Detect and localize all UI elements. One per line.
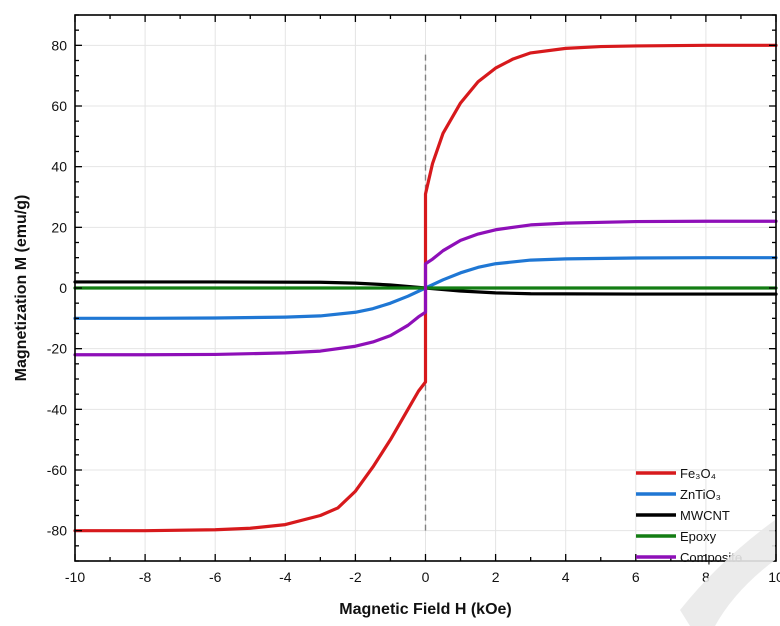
x-tick-label: 0	[422, 569, 430, 585]
legend-label-1: ZnTiO₃	[680, 487, 721, 502]
x-tick-label: -4	[279, 569, 292, 585]
x-tick-label: -8	[139, 569, 152, 585]
y-tick-label: 60	[51, 98, 67, 114]
x-tick-label: 10	[768, 569, 780, 585]
x-axis-title: Magnetic Field H (kOe)	[339, 601, 511, 618]
watermark-swoosh	[680, 520, 775, 626]
legend-label-0: Fe₃O₄	[680, 466, 716, 481]
y-tick-label: -60	[47, 462, 67, 478]
x-tick-label: -2	[349, 569, 362, 585]
legend-label-3: Epoxy	[680, 529, 717, 544]
y-axis-title: Magnetization M (emu/g)	[13, 195, 30, 382]
x-tick-label: -6	[209, 569, 222, 585]
data-series	[73, 43, 778, 533]
x-tick-label: 6	[632, 569, 640, 585]
y-tick-label: 20	[51, 219, 67, 235]
y-tick-label: -80	[47, 523, 67, 539]
y-tick-label: 40	[51, 159, 67, 175]
y-tick-label: 80	[51, 37, 67, 53]
x-tick-label: 2	[492, 569, 500, 585]
legend-label-2: MWCNT	[680, 508, 730, 523]
x-tick-label: 4	[562, 569, 570, 585]
x-tick-label: 8	[702, 569, 710, 585]
x-tick-label: -10	[65, 569, 85, 585]
series-line-4	[73, 219, 778, 357]
y-tick-label: 0	[59, 280, 67, 296]
y-tick-label: -40	[47, 401, 67, 417]
y-tick-label: -20	[47, 341, 67, 357]
